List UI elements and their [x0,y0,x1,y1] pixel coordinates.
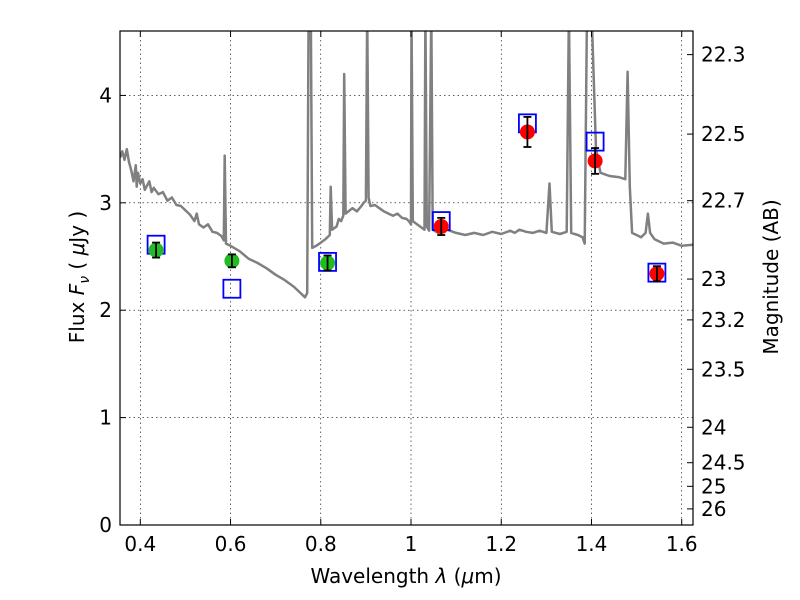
y-tick-label: 1 [99,406,112,430]
y2-tick-label: 23.5 [701,357,746,381]
y2-tick-label: 23 [701,267,726,291]
axis-ticks: 0.4 0.6 0.8 1 1.2 1.4 1.60123422.322.522.72323… [99,31,746,556]
y2-tick-label: 22.5 [701,122,746,146]
y2-tick-label: 22.3 [701,43,746,67]
grid [120,31,693,526]
y2-tick-label: 24 [701,415,726,439]
data-point [519,116,535,148]
data-point [433,216,449,236]
data-point [148,241,164,259]
spectrum-line [120,31,693,299]
y-tick-label: 0 [99,513,112,537]
x-tick-label: 0.4 [124,532,156,556]
x-tick-label: 0.8 [305,532,337,556]
data-point [649,265,665,283]
y-tick-label: 3 [99,191,112,215]
data-point [320,254,336,272]
y2-tick-label: 22.7 [701,189,746,213]
x-tick-label: 1.6 [666,532,698,556]
x-tick-label: 0.6 [215,532,247,556]
plot-frame [119,30,694,526]
x-axis-label: Wavelength λ (μm) [310,564,501,588]
y2-tick-label: 26 [701,497,726,521]
y2-tick-label: 24.5 [701,451,746,475]
x-tick-label: 1 [405,532,418,556]
y2-axis-label: Magnitude (AB) [759,199,783,354]
y-tick-label: 4 [99,83,112,107]
x-tick-label: 1.2 [485,532,517,556]
x-tick-label: 1.4 [576,532,608,556]
y2-tick-label: 23.2 [701,308,746,332]
plot-area [120,31,693,299]
y-tick-label: 2 [99,298,112,322]
data-point [224,253,240,269]
y-axis-label: Flux Fν ( μJy ) [65,211,93,343]
model-photometry-square [222,278,242,299]
data-point [587,147,603,175]
plot-content [120,31,693,299]
y2-tick-label: 25 [701,474,726,498]
